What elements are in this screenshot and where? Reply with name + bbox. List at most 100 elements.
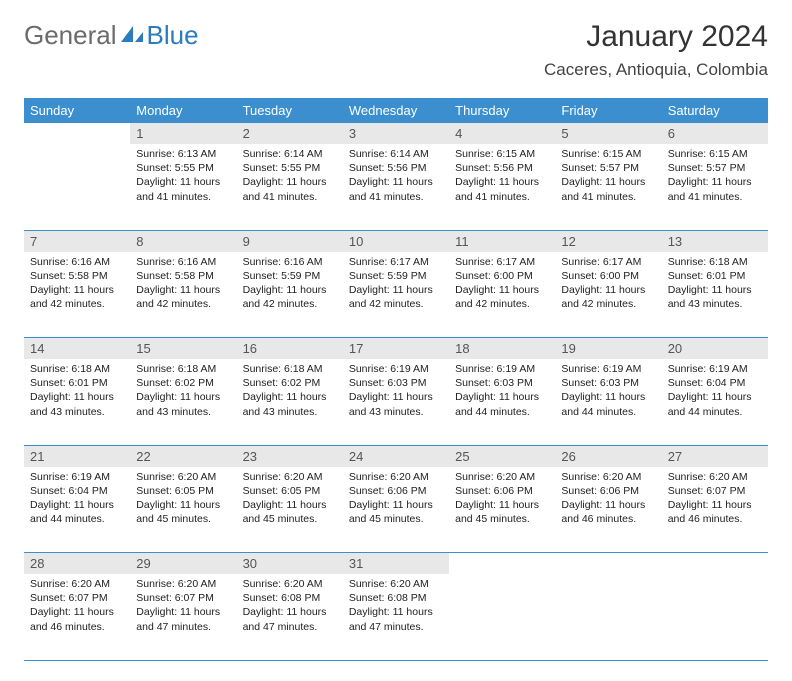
daylight-text: Daylight: 11 hours and 42 minutes. xyxy=(561,283,655,311)
day-number: 20 xyxy=(662,338,768,360)
day-cell-body: Sunrise: 6:17 AMSunset: 6:00 PMDaylight:… xyxy=(449,252,555,318)
day-cell: Sunrise: 6:18 AMSunset: 6:01 PMDaylight:… xyxy=(662,252,768,338)
day-number: 27 xyxy=(662,445,768,467)
sunset-text: Sunset: 6:04 PM xyxy=(30,484,124,498)
day-cell: Sunrise: 6:18 AMSunset: 6:02 PMDaylight:… xyxy=(237,359,343,445)
sunset-text: Sunset: 5:59 PM xyxy=(349,269,443,283)
day-cell-body: Sunrise: 6:18 AMSunset: 6:02 PMDaylight:… xyxy=(130,359,236,425)
day-number: 14 xyxy=(24,338,130,360)
sunset-text: Sunset: 5:55 PM xyxy=(136,161,230,175)
day-cell xyxy=(24,144,130,230)
sunrise-text: Sunrise: 6:19 AM xyxy=(561,362,655,376)
sunset-text: Sunset: 6:06 PM xyxy=(349,484,443,498)
week-daynum-row: 14151617181920 xyxy=(24,338,768,360)
day-cell: Sunrise: 6:19 AMSunset: 6:03 PMDaylight:… xyxy=(449,359,555,445)
daylight-text: Daylight: 11 hours and 43 minutes. xyxy=(668,283,762,311)
day-number xyxy=(449,553,555,575)
day-cell: Sunrise: 6:15 AMSunset: 5:57 PMDaylight:… xyxy=(662,144,768,230)
sunrise-text: Sunrise: 6:18 AM xyxy=(243,362,337,376)
sunset-text: Sunset: 6:05 PM xyxy=(243,484,337,498)
sunset-text: Sunset: 5:58 PM xyxy=(136,269,230,283)
daylight-text: Daylight: 11 hours and 43 minutes. xyxy=(30,390,124,418)
day-cell-body: Sunrise: 6:18 AMSunset: 6:01 PMDaylight:… xyxy=(662,252,768,318)
sunrise-text: Sunrise: 6:20 AM xyxy=(243,470,337,484)
sunset-text: Sunset: 6:05 PM xyxy=(136,484,230,498)
sunset-text: Sunset: 6:01 PM xyxy=(668,269,762,283)
day-cell-body: Sunrise: 6:19 AMSunset: 6:03 PMDaylight:… xyxy=(555,359,661,425)
day-cell: Sunrise: 6:13 AMSunset: 5:55 PMDaylight:… xyxy=(130,144,236,230)
day-cell: Sunrise: 6:18 AMSunset: 6:02 PMDaylight:… xyxy=(130,359,236,445)
sunrise-text: Sunrise: 6:20 AM xyxy=(349,577,443,591)
day-cell xyxy=(555,574,661,660)
sunset-text: Sunset: 6:06 PM xyxy=(561,484,655,498)
sunset-text: Sunset: 6:03 PM xyxy=(349,376,443,390)
daylight-text: Daylight: 11 hours and 43 minutes. xyxy=(349,390,443,418)
sunrise-text: Sunrise: 6:17 AM xyxy=(349,255,443,269)
day-number: 7 xyxy=(24,230,130,252)
day-cell: Sunrise: 6:20 AMSunset: 6:06 PMDaylight:… xyxy=(555,467,661,553)
day-cell: Sunrise: 6:20 AMSunset: 6:08 PMDaylight:… xyxy=(343,574,449,660)
sunset-text: Sunset: 6:03 PM xyxy=(561,376,655,390)
sunset-text: Sunset: 6:01 PM xyxy=(30,376,124,390)
sunrise-text: Sunrise: 6:13 AM xyxy=(136,147,230,161)
col-thursday: Thursday xyxy=(449,98,555,123)
logo-sail-icon xyxy=(119,24,145,44)
day-cell-body: Sunrise: 6:18 AMSunset: 6:01 PMDaylight:… xyxy=(24,359,130,425)
day-cell-body: Sunrise: 6:20 AMSunset: 6:05 PMDaylight:… xyxy=(237,467,343,533)
page-title: January 2024 xyxy=(544,20,768,54)
daylight-text: Daylight: 11 hours and 42 minutes. xyxy=(455,283,549,311)
sunset-text: Sunset: 6:02 PM xyxy=(243,376,337,390)
sunset-text: Sunset: 6:08 PM xyxy=(349,591,443,605)
daylight-text: Daylight: 11 hours and 41 minutes. xyxy=(668,175,762,203)
sunrise-text: Sunrise: 6:19 AM xyxy=(455,362,549,376)
day-cell-body: Sunrise: 6:20 AMSunset: 6:05 PMDaylight:… xyxy=(130,467,236,533)
day-number: 29 xyxy=(130,553,236,575)
daylight-text: Daylight: 11 hours and 41 minutes. xyxy=(136,175,230,203)
day-cell: Sunrise: 6:15 AMSunset: 5:56 PMDaylight:… xyxy=(449,144,555,230)
week-body-row: Sunrise: 6:19 AMSunset: 6:04 PMDaylight:… xyxy=(24,467,768,553)
day-number: 26 xyxy=(555,445,661,467)
header: General Blue January 2024 Caceres, Antio… xyxy=(24,20,768,80)
daylight-text: Daylight: 11 hours and 47 minutes. xyxy=(349,605,443,633)
sunrise-text: Sunrise: 6:20 AM xyxy=(455,470,549,484)
day-number: 22 xyxy=(130,445,236,467)
sunrise-text: Sunrise: 6:18 AM xyxy=(30,362,124,376)
title-block: January 2024 Caceres, Antioquia, Colombi… xyxy=(544,20,768,80)
day-cell-body: Sunrise: 6:20 AMSunset: 6:06 PMDaylight:… xyxy=(343,467,449,533)
day-cell-body: Sunrise: 6:20 AMSunset: 6:06 PMDaylight:… xyxy=(449,467,555,533)
day-number: 16 xyxy=(237,338,343,360)
day-number: 21 xyxy=(24,445,130,467)
day-number: 17 xyxy=(343,338,449,360)
day-number: 3 xyxy=(343,123,449,144)
day-cell-body: Sunrise: 6:20 AMSunset: 6:06 PMDaylight:… xyxy=(555,467,661,533)
day-number: 1 xyxy=(130,123,236,144)
col-wednesday: Wednesday xyxy=(343,98,449,123)
sunrise-text: Sunrise: 6:16 AM xyxy=(30,255,124,269)
col-tuesday: Tuesday xyxy=(237,98,343,123)
day-number: 9 xyxy=(237,230,343,252)
sunrise-text: Sunrise: 6:20 AM xyxy=(136,470,230,484)
daylight-text: Daylight: 11 hours and 45 minutes. xyxy=(455,498,549,526)
day-number: 30 xyxy=(237,553,343,575)
day-cell: Sunrise: 6:20 AMSunset: 6:05 PMDaylight:… xyxy=(237,467,343,553)
day-number: 6 xyxy=(662,123,768,144)
day-cell: Sunrise: 6:16 AMSunset: 5:59 PMDaylight:… xyxy=(237,252,343,338)
sunset-text: Sunset: 6:03 PM xyxy=(455,376,549,390)
day-cell: Sunrise: 6:17 AMSunset: 6:00 PMDaylight:… xyxy=(449,252,555,338)
day-cell-body: Sunrise: 6:19 AMSunset: 6:04 PMDaylight:… xyxy=(662,359,768,425)
day-cell: Sunrise: 6:18 AMSunset: 6:01 PMDaylight:… xyxy=(24,359,130,445)
day-cell-body: Sunrise: 6:18 AMSunset: 6:02 PMDaylight:… xyxy=(237,359,343,425)
day-cell-body: Sunrise: 6:16 AMSunset: 5:58 PMDaylight:… xyxy=(24,252,130,318)
day-cell: Sunrise: 6:20 AMSunset: 6:07 PMDaylight:… xyxy=(24,574,130,660)
col-saturday: Saturday xyxy=(662,98,768,123)
sunrise-text: Sunrise: 6:20 AM xyxy=(243,577,337,591)
daylight-text: Daylight: 11 hours and 41 minutes. xyxy=(349,175,443,203)
sunrise-text: Sunrise: 6:19 AM xyxy=(349,362,443,376)
sunrise-text: Sunrise: 6:15 AM xyxy=(668,147,762,161)
daylight-text: Daylight: 11 hours and 44 minutes. xyxy=(30,498,124,526)
location-subtitle: Caceres, Antioquia, Colombia xyxy=(544,60,768,80)
daylight-text: Daylight: 11 hours and 42 minutes. xyxy=(136,283,230,311)
sunset-text: Sunset: 6:07 PM xyxy=(668,484,762,498)
sunset-text: Sunset: 6:02 PM xyxy=(136,376,230,390)
day-number: 31 xyxy=(343,553,449,575)
